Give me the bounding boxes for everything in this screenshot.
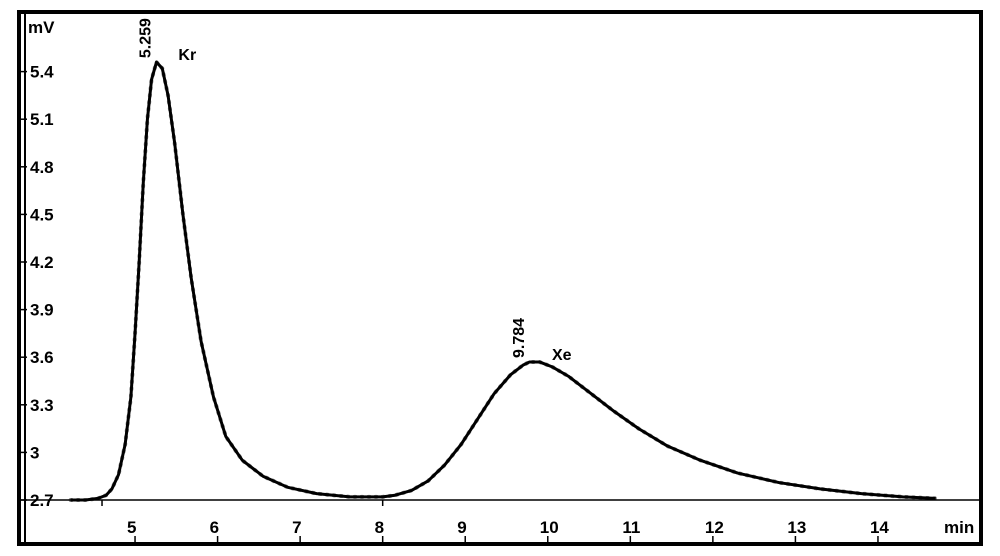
x-tick-label: 5 <box>127 518 136 537</box>
y-tick-label: 4.8 <box>30 158 54 177</box>
trace-dotted <box>71 62 936 500</box>
peak-rt-label: 9.784 <box>511 318 528 358</box>
peak-name-label: Kr <box>178 47 196 64</box>
plot-frame-inner <box>20 13 980 543</box>
y-unit-label: mV <box>28 18 55 37</box>
peak-name-label: Xe <box>552 347 572 364</box>
chromatogram-chart: mV2.733.33.63.94.24.54.85.15.45678910111… <box>0 0 1000 556</box>
x-tick-label: 12 <box>705 518 724 537</box>
y-tick-label: 3.9 <box>30 301 54 320</box>
x-tick-label: 9 <box>457 518 466 537</box>
y-tick-label: 4.5 <box>30 205 54 224</box>
trace-solid <box>71 62 936 500</box>
y-tick-label: 3.3 <box>30 396 54 415</box>
x-tick-label: 10 <box>540 518 559 537</box>
x-unit-label: min <box>944 518 974 537</box>
y-tick-label: 3.6 <box>30 348 54 367</box>
x-tick-label: 7 <box>292 518 301 537</box>
y-tick-label: 5.4 <box>30 63 54 82</box>
x-tick-label: 11 <box>622 518 640 537</box>
x-tick-label: 13 <box>787 518 806 537</box>
x-tick-label: 6 <box>210 518 219 537</box>
y-tick-label: 4.2 <box>30 253 54 272</box>
peak-rt-label: 5.259 <box>137 18 154 58</box>
chart-svg: mV2.733.33.63.94.24.54.85.15.45678910111… <box>0 0 1000 556</box>
y-tick-label: 3 <box>30 443 39 462</box>
plot-frame-outer <box>18 11 982 545</box>
x-tick-label: 8 <box>375 518 384 537</box>
y-tick-label: 5.1 <box>30 110 54 129</box>
x-tick-label: 14 <box>870 518 889 537</box>
